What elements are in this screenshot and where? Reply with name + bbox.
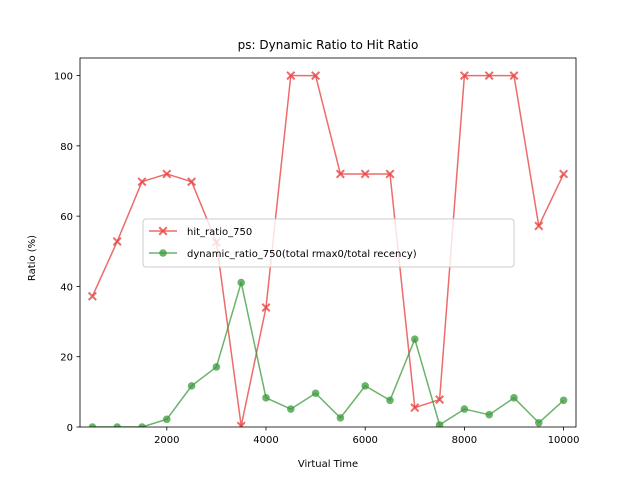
data-point (435, 421, 444, 427)
y-tick-label: 60 (60, 212, 73, 223)
data-point (411, 335, 419, 343)
legend-item-0: hit_ratio_750 (149, 226, 252, 238)
data-point (162, 169, 172, 179)
data-point (459, 71, 469, 81)
y-tick-label: 80 (60, 142, 73, 153)
legend-label: hit_ratio_750 (187, 227, 252, 238)
series-line-0 (91, 74, 565, 427)
data-point (163, 415, 171, 424)
data-point (237, 278, 245, 287)
x-axis-label: Virtual Time (298, 459, 358, 470)
data-point (311, 71, 321, 81)
data-point (286, 71, 296, 81)
series-line-1 (92, 281, 565, 427)
data-point (510, 394, 518, 402)
data-point (534, 221, 544, 231)
x-tick-label: 2000 (154, 435, 179, 446)
legend-label: dynamic_ratio_750(total rmax0/total rece… (187, 249, 417, 260)
data-point (361, 382, 369, 390)
legend-box (142, 218, 515, 268)
data-point (386, 396, 394, 405)
data-point (138, 423, 146, 427)
data-point (311, 389, 320, 398)
y-tick-label: 100 (54, 72, 73, 83)
data-point (187, 382, 196, 390)
x-tick-label: 10000 (548, 435, 580, 446)
data-point (212, 363, 221, 371)
data-point (112, 236, 122, 246)
data-point (261, 303, 271, 313)
y-tick-label: 20 (60, 353, 73, 364)
data-point (410, 403, 420, 413)
data-point (435, 395, 445, 405)
x-tick-label: 8000 (452, 435, 477, 446)
data-point (287, 405, 295, 413)
data-point (113, 423, 121, 427)
data-point (335, 169, 345, 179)
data-point (88, 423, 97, 427)
y-tick-label: 0 (67, 423, 73, 434)
data-point (484, 71, 494, 81)
data-point (535, 419, 543, 427)
legend-marker (158, 226, 168, 236)
x-tick-label: 4000 (253, 435, 278, 446)
data-point (262, 394, 270, 402)
series-1 (88, 278, 568, 427)
data-point (137, 177, 147, 187)
data-point (485, 410, 493, 419)
data-point (460, 405, 469, 413)
data-point (360, 169, 370, 179)
legend-marker (159, 249, 167, 257)
data-point (559, 396, 568, 405)
y-axis-label: Ratio (%) (27, 235, 38, 281)
legend: hit_ratio_750 dynamic_ratio_750(total rma… (142, 218, 515, 268)
x-tick-label: 6000 (352, 435, 377, 446)
data-point (236, 421, 246, 427)
data-point (187, 177, 197, 187)
data-point (385, 169, 395, 179)
data-point (87, 291, 97, 301)
data-point (509, 71, 519, 81)
axes-frame (79, 57, 577, 428)
y-tick-label: 40 (60, 282, 73, 293)
axes: 2000 4000 6000 8000 10000 0 20 40 60 80 100 (54, 57, 580, 446)
data-point (336, 414, 345, 422)
chart-title: ps: Dynamic Ratio to Hit Ratio (238, 38, 419, 52)
legend-item-1: dynamic_ratio_750(total rmax0/total rece… (149, 249, 417, 260)
data-point (559, 169, 569, 179)
